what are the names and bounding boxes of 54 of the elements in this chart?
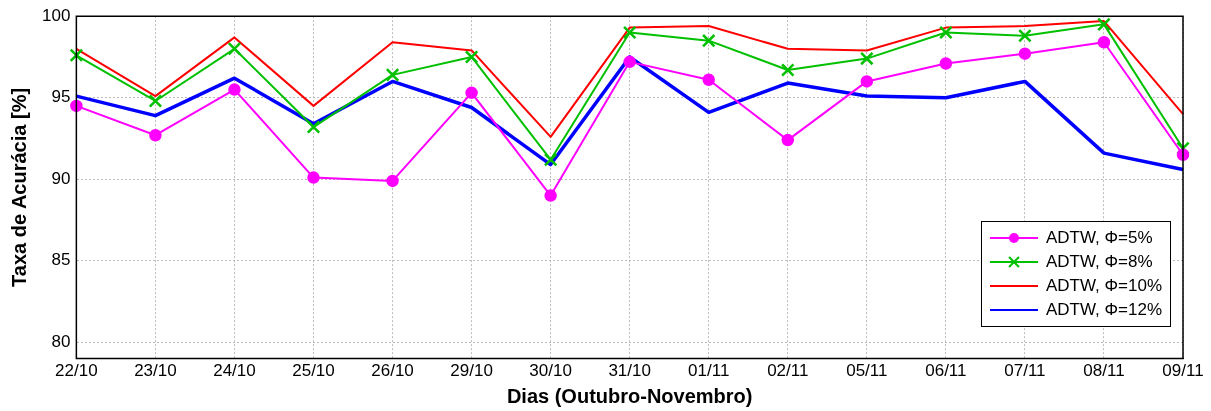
point [859,51,874,66]
point [623,55,636,69]
point [1018,47,1032,60]
point [148,94,163,108]
x-tick-label: 23/10 [134,361,177,381]
point [69,48,84,63]
point [939,57,953,70]
point [307,171,320,184]
point [544,189,557,202]
legend-label: ADTW, Φ=5% [1045,228,1153,248]
legend-label: ADTW, Φ=8% [1045,252,1153,272]
legend-label: ADTW, Φ=12% [1045,300,1162,320]
x-tick-label: 30/10 [529,361,572,381]
y-tick-label: 100 [41,5,71,25]
x-tick-label: 09/11 [1162,361,1204,381]
point [780,63,795,77]
point [1097,17,1111,32]
point [860,75,874,88]
point [701,33,716,48]
x-tick-label: 07/11 [1004,361,1046,381]
point [149,128,162,142]
x-tick-label: 01/11 [688,361,730,381]
point [385,67,400,82]
x-axis-title: Dias (Outubro-Novembro) [506,384,753,407]
point [938,25,953,40]
x-tick-label: 22/10 [55,361,98,381]
legend-label: ADTW, Φ=10% [1045,276,1162,296]
y-tick-label: 95 [51,87,71,107]
x-tick-label: 02/11 [767,361,809,381]
point [464,50,479,64]
x-tick-label: 08/11 [1083,361,1125,381]
point [702,73,715,87]
point [386,174,399,188]
point [1018,28,1032,43]
x-tick-label: 29/10 [450,361,493,381]
y-tick-label: 90 [51,168,71,188]
x-tick-label: 26/10 [371,361,414,381]
x-tick-label: 25/10 [292,361,335,381]
point [228,83,241,96]
point [781,133,795,147]
y-tick-label: 85 [51,250,71,270]
point [1097,36,1111,49]
y-tick-label: 80 [51,331,71,351]
y-axis-title: Taxa de Acurácia [%] [7,87,30,287]
x-tick-label: 24/10 [213,361,256,381]
point [306,120,321,134]
point [227,41,242,56]
point [465,86,478,100]
point [543,152,558,167]
x-tick-label: 06/11 [925,361,967,381]
point [622,25,637,40]
point [70,99,83,113]
x-tick-label: 05/11 [846,361,888,381]
x-tick-label: 31/10 [608,361,651,381]
